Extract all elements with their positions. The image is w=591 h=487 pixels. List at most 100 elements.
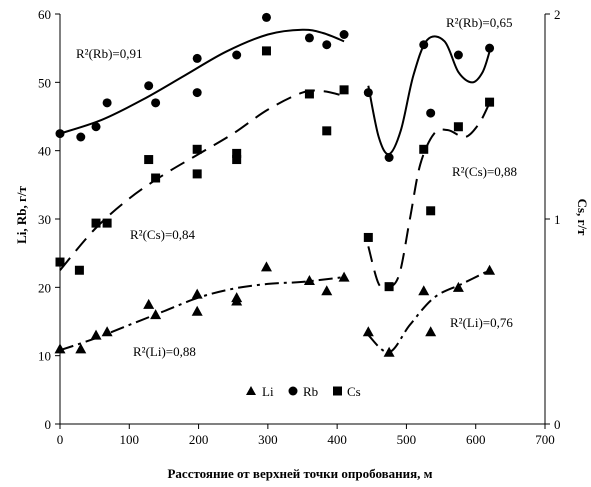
rb-point — [232, 50, 242, 60]
legend: Li Rb Cs — [246, 384, 361, 399]
trendline-li — [367, 269, 491, 354]
rb-point — [192, 88, 202, 98]
r2-annotation: R²(Rb)=0,91 — [76, 46, 142, 61]
li-point — [425, 326, 437, 337]
x-ticks: 0 100 200 300 400 500 600 700 — [57, 424, 555, 447]
rb-point — [363, 88, 373, 98]
cs-point — [232, 155, 242, 165]
cs-point — [232, 148, 242, 158]
li-point — [54, 343, 66, 354]
rb-point — [322, 40, 332, 50]
rb-point — [304, 33, 314, 43]
x-tick-label: 400 — [327, 432, 347, 447]
cs-point — [384, 282, 394, 292]
markers — [54, 12, 496, 357]
rb-point — [55, 129, 65, 139]
trendlines — [59, 28, 491, 354]
legend-item-cs: Cs — [333, 384, 361, 399]
r2-annotation: R²(Li)=0,88 — [133, 344, 196, 359]
li-point — [143, 298, 155, 309]
cs-point — [91, 218, 101, 228]
li-point — [75, 343, 87, 354]
legend-item-rb: Rb — [288, 384, 318, 399]
trendline-li — [59, 276, 345, 352]
li-point — [303, 275, 315, 285]
r2-annotation: R²(Cs)=0,84 — [130, 227, 196, 242]
li-point — [418, 285, 430, 296]
cs-point — [261, 46, 271, 56]
legend-label-rb: Rb — [303, 384, 318, 399]
r2-annotation: R²(Cs)=0,88 — [452, 164, 517, 179]
li-point — [383, 346, 395, 357]
li-point — [321, 285, 333, 296]
cs-point — [192, 169, 202, 179]
x-tick-label: 100 — [120, 432, 140, 447]
x-tick-label: 600 — [466, 432, 486, 447]
trendline-rb — [59, 28, 345, 135]
li-point — [101, 326, 113, 337]
annotations: R²(Rb)=0,91 R²(Rb)=0,65 R²(Cs)=0,84 R²(Cs)=… — [76, 15, 517, 359]
trendline-rb — [367, 35, 491, 156]
rb-point — [339, 30, 349, 39]
rb-point — [384, 153, 394, 162]
cs-point — [102, 218, 112, 228]
rb-point — [102, 98, 112, 108]
x-tick-label: 0 — [57, 432, 64, 447]
li-point — [260, 261, 272, 272]
li-point — [90, 329, 102, 340]
rb-point — [453, 50, 463, 60]
rb-point — [76, 132, 86, 142]
y-left-tick-label: 0 — [45, 417, 52, 432]
cs-point — [55, 257, 65, 267]
cs-point — [453, 122, 463, 132]
legend-triangle-marker — [246, 386, 256, 395]
rb-point — [261, 12, 271, 22]
y-right-ticks: 0 1 2 — [545, 7, 561, 432]
li-point — [484, 264, 496, 275]
x-tick-label: 300 — [258, 432, 278, 447]
legend-square-marker — [333, 386, 342, 396]
rb-point — [192, 53, 202, 63]
legend-label-li: Li — [262, 384, 274, 399]
li-point — [452, 281, 464, 292]
y-left-tick-label: 30 — [38, 212, 51, 227]
y-left-tick-label: 50 — [38, 75, 51, 90]
x-tick-label: 700 — [535, 432, 555, 447]
r2-annotation: R²(Li)=0,76 — [450, 315, 513, 330]
y-left-tick-label: 40 — [38, 144, 51, 159]
x-tick-label: 500 — [397, 432, 417, 447]
r2-annotation: R²(Rb)=0,65 — [446, 15, 512, 30]
rb-point — [151, 98, 161, 108]
li-point — [191, 305, 203, 316]
rb-point — [91, 122, 101, 132]
li-point — [150, 309, 162, 320]
trendline-cs — [367, 102, 491, 290]
rb-point — [144, 81, 154, 91]
y-left-tick-label: 10 — [38, 349, 51, 364]
rb-point — [419, 40, 429, 50]
cs-point — [339, 85, 349, 95]
trendline-cs — [59, 89, 345, 271]
cs-point — [485, 97, 495, 107]
li-point — [191, 288, 203, 299]
x-tick-label: 200 — [189, 432, 209, 447]
rb-point — [426, 108, 436, 118]
axes — [59, 14, 546, 425]
li-point — [362, 326, 374, 337]
legend-circle-marker — [288, 386, 298, 396]
cs-point — [151, 173, 161, 183]
x-axis-title: Расстояние от верхней точки опробования,… — [167, 466, 432, 481]
cs-point — [192, 144, 202, 154]
cs-point — [426, 206, 436, 216]
cs-point — [322, 126, 332, 136]
cs-point — [144, 155, 154, 165]
left-y-axis-title: Li, Rb, г/т — [14, 185, 29, 243]
y-left-tick-label: 20 — [38, 280, 51, 295]
y-right-tick-label: 2 — [554, 7, 561, 22]
li-point — [231, 295, 243, 306]
right-y-axis-title: Cs, г/т — [575, 199, 590, 236]
y-right-tick-label: 1 — [554, 212, 561, 227]
legend-item-li: Li — [246, 384, 274, 399]
li-point — [338, 271, 350, 282]
